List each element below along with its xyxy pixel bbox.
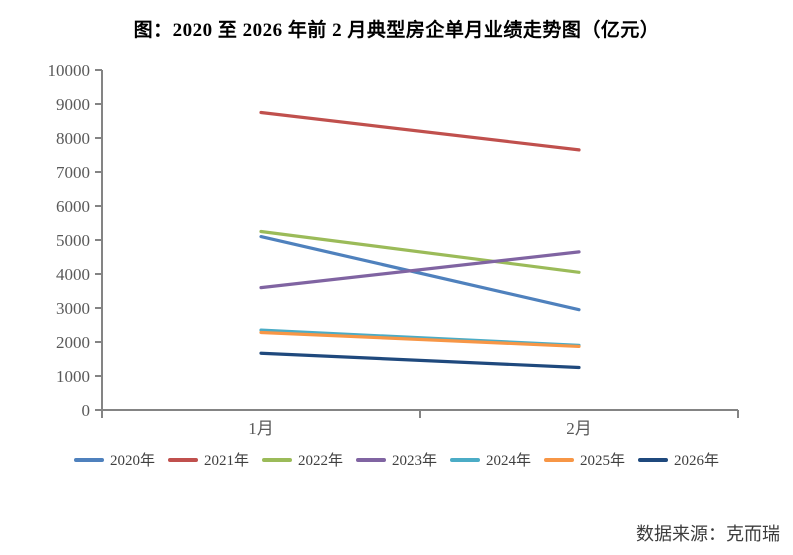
y-tick-label: 1000 xyxy=(56,367,90,386)
series-line-2021年 xyxy=(259,110,581,152)
x-category-label: 1月 xyxy=(248,419,274,438)
legend-item: 2022年 xyxy=(261,449,343,470)
series-line-2020年 xyxy=(259,235,581,312)
y-tick-label: 9000 xyxy=(56,95,90,114)
series-line-2025年 xyxy=(259,330,581,349)
series-line-2023年 xyxy=(259,250,581,290)
legend-label: 2024年 xyxy=(486,453,532,469)
legend-swatch xyxy=(544,457,575,462)
y-tick-label: 4000 xyxy=(56,265,90,284)
x-category-label: 2月 xyxy=(566,419,592,438)
y-tick-label: 10000 xyxy=(48,61,91,80)
page-title: 图：2020 至 2026 年前 2 月典型房企单月业绩走势图（亿元） xyxy=(133,20,660,41)
legend-label: 2026年 xyxy=(674,453,720,469)
y-tick-label: 3000 xyxy=(56,299,90,318)
legend: 2020年 2021年 2022年 2023年 2024年 2025年 2026年 xyxy=(0,449,793,470)
legend-item: 2020年 xyxy=(73,449,155,470)
legend-item: 2024年 xyxy=(450,449,531,470)
legend-swatch xyxy=(73,457,104,462)
legend-swatch xyxy=(450,457,480,462)
legend-label: 2025年 xyxy=(580,453,626,469)
y-tick-label: 0 xyxy=(82,401,91,420)
legend-label: 2022年 xyxy=(297,453,343,469)
legend-item: 2023年 xyxy=(355,449,437,470)
legend-item: 2021年 xyxy=(167,449,249,470)
legend-swatch xyxy=(167,457,198,462)
legend-swatch xyxy=(355,457,386,462)
y-tick-label: 2000 xyxy=(56,333,90,352)
legend-label: 2021年 xyxy=(203,453,249,469)
legend-swatch xyxy=(638,457,669,462)
line-chart: 0 1000 2000 3000 4000 5000 6000 7000 8000 9000 100… xyxy=(48,61,739,438)
legend-label: 2020年 xyxy=(109,453,155,469)
legend-swatch xyxy=(261,457,292,462)
legend-label: 2023年 xyxy=(391,453,437,469)
y-tick-label: 6000 xyxy=(56,197,90,216)
series-line-2026年 xyxy=(259,351,581,370)
series-line-2022年 xyxy=(259,229,581,274)
legend-item: 2026年 xyxy=(638,449,719,470)
legend-item: 2025年 xyxy=(544,449,625,470)
y-tick-label: 5000 xyxy=(56,231,90,250)
y-tick-label: 8000 xyxy=(56,129,90,148)
source-note: 数据来源：克而瑞 xyxy=(636,524,780,544)
y-tick-label: 7000 xyxy=(56,163,90,182)
